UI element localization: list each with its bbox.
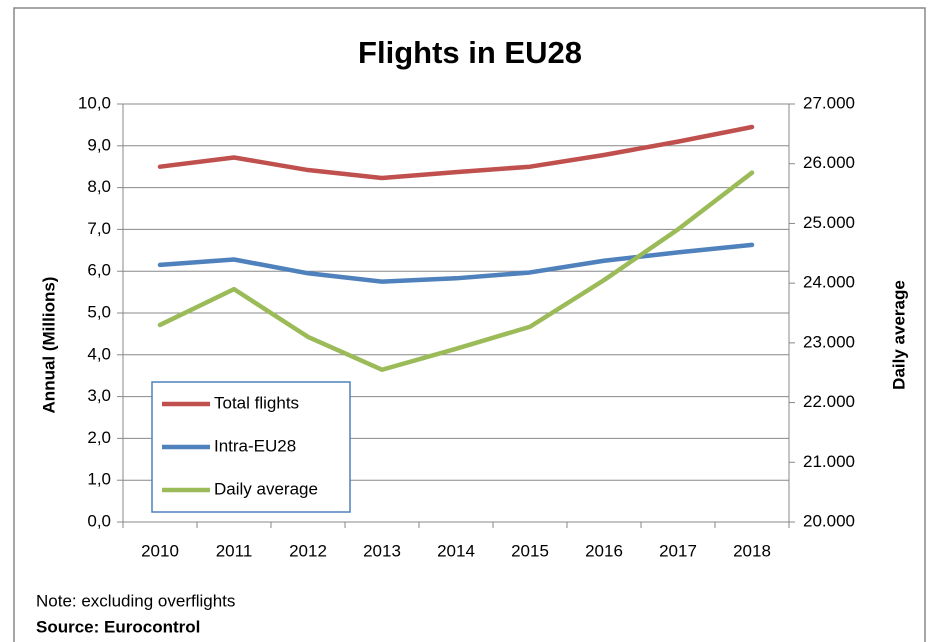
x-tick-label: 2014 <box>437 541 475 560</box>
x-tick-label: 2015 <box>511 541 549 560</box>
chart-title: Flights in EU28 <box>358 35 582 70</box>
source: Source: Eurocontrol <box>36 617 200 636</box>
y-tick-label: 0,0 <box>87 511 111 530</box>
series-line <box>157 170 755 372</box>
x-tick-label: 2018 <box>733 541 771 560</box>
y2-tick-label: 20.000 <box>803 511 855 530</box>
y2-tick-label: 27.000 <box>803 93 855 112</box>
legend-label: Daily average <box>214 479 318 498</box>
y-tick-label: 4,0 <box>87 344 111 363</box>
y2-axis-label: Daily average <box>889 280 908 390</box>
x-tick-label: 2013 <box>363 541 401 560</box>
y-tick-label: 3,0 <box>87 386 111 405</box>
y2-tick-label: 21.000 <box>803 452 855 471</box>
y-tick-label: 9,0 <box>87 135 111 154</box>
series-line <box>157 242 755 284</box>
y-tick-label: 7,0 <box>87 219 111 238</box>
y-tick-label: 1,0 <box>87 470 111 489</box>
x-tick-label: 2017 <box>659 541 697 560</box>
note: Note: excluding overflights <box>36 591 235 610</box>
y2-tick-label: 25.000 <box>803 213 855 232</box>
y2-tick-label: 24.000 <box>803 273 855 292</box>
y-tick-label: 8,0 <box>87 177 111 196</box>
y2-tick-label: 22.000 <box>803 392 855 411</box>
x-tick-label: 2016 <box>585 541 623 560</box>
y-tick-label: 6,0 <box>87 261 111 280</box>
x-tick-label: 2010 <box>141 541 179 560</box>
y-tick-label: 10,0 <box>78 93 111 112</box>
chart-frame <box>13 7 926 642</box>
y-axis-label: Annual (Millions) <box>39 277 58 414</box>
y2-tick-label: 26.000 <box>803 153 855 172</box>
legend-label: Total flights <box>214 393 299 412</box>
x-tick-label: 2011 <box>216 541 253 560</box>
legend-label: Intra-EU28 <box>214 436 296 455</box>
y-tick-label: 2,0 <box>87 428 111 447</box>
y-tick-label: 5,0 <box>87 302 111 321</box>
x-tick-label: 2012 <box>289 541 327 560</box>
y2-tick-label: 23.000 <box>803 332 855 351</box>
series-line <box>157 124 755 181</box>
